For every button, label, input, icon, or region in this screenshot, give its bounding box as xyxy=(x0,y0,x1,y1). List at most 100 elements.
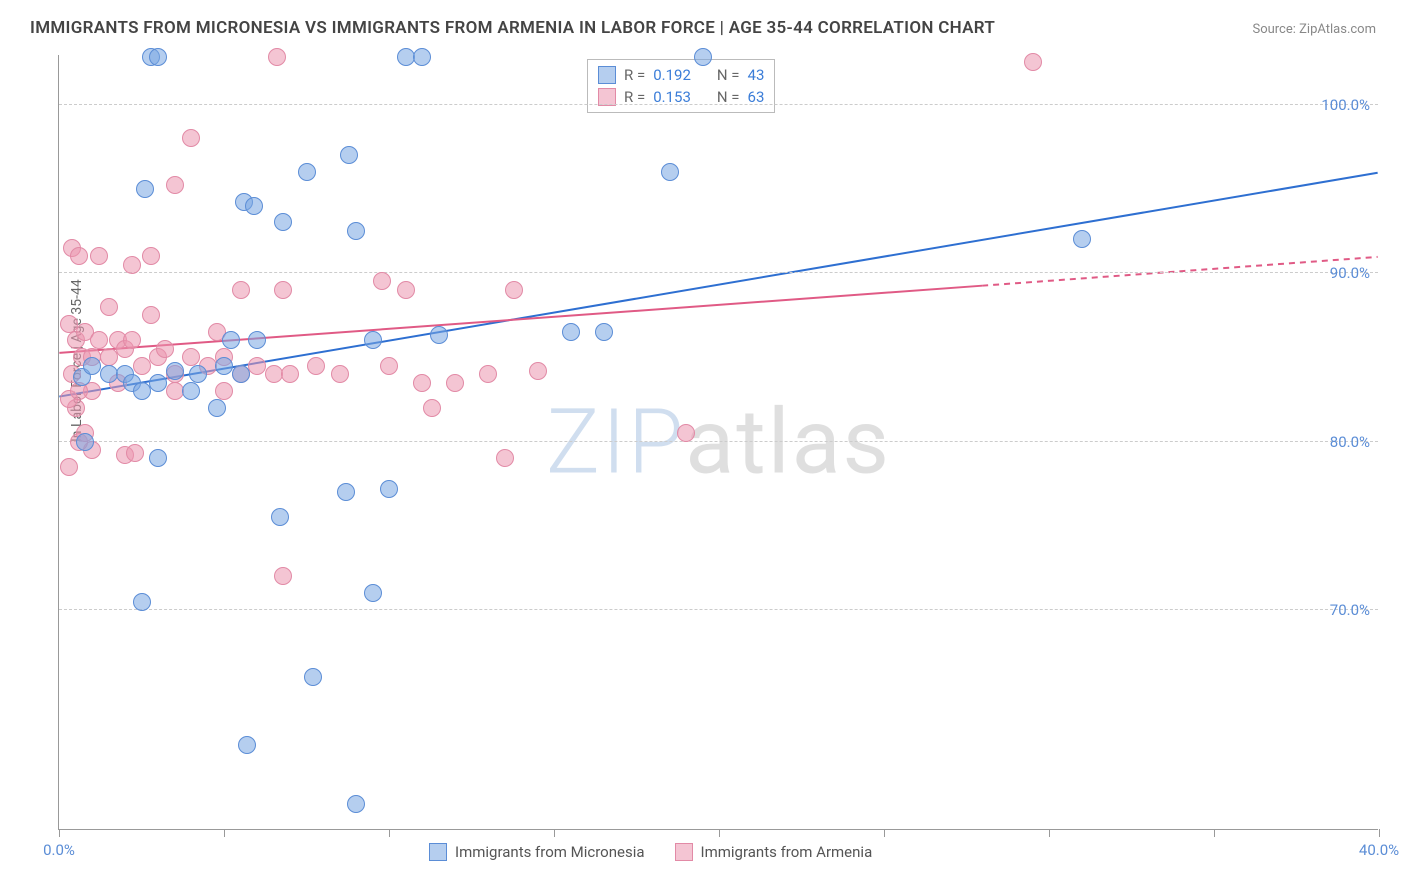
data-point-armenia xyxy=(100,298,118,316)
gridline-h xyxy=(59,104,1378,105)
xtick xyxy=(224,829,225,837)
watermark-atlas: atlas xyxy=(685,390,891,495)
data-point-armenia xyxy=(70,247,88,265)
data-point-micronesia xyxy=(248,331,266,349)
data-point-armenia xyxy=(274,567,292,585)
data-point-armenia xyxy=(423,399,441,417)
legend-row-armenia: R = 0.153 N = 63 xyxy=(598,86,764,108)
data-point-armenia xyxy=(156,340,174,358)
xtick xyxy=(884,829,885,837)
data-point-armenia xyxy=(60,315,78,333)
xtick-label: 0.0% xyxy=(43,841,75,859)
ytick-label: 70.0% xyxy=(1330,601,1370,619)
data-point-micronesia xyxy=(694,48,712,66)
trend-lines xyxy=(59,55,1378,829)
data-point-micronesia xyxy=(1073,230,1091,248)
data-point-micronesia xyxy=(413,48,431,66)
data-point-armenia xyxy=(90,331,108,349)
r-value-micronesia: 0.192 xyxy=(653,66,691,84)
data-point-armenia xyxy=(529,362,547,380)
data-point-armenia xyxy=(166,176,184,194)
data-point-micronesia xyxy=(133,593,151,611)
source-label: Source: ZipAtlas.com xyxy=(1252,22,1376,37)
data-point-armenia xyxy=(331,365,349,383)
swatch-micronesia xyxy=(429,843,447,861)
data-point-micronesia xyxy=(149,449,167,467)
xtick xyxy=(1214,829,1215,837)
data-point-armenia xyxy=(281,365,299,383)
data-point-micronesia xyxy=(340,146,358,164)
n-label: N = xyxy=(717,66,740,84)
data-point-armenia xyxy=(505,281,523,299)
data-point-micronesia xyxy=(83,357,101,375)
ytick-label: 90.0% xyxy=(1330,264,1370,282)
data-point-armenia xyxy=(166,382,184,400)
data-point-micronesia xyxy=(189,365,207,383)
legend-row-micronesia: R = 0.192 N = 43 xyxy=(598,64,764,86)
xtick xyxy=(59,829,60,837)
data-point-micronesia xyxy=(149,48,167,66)
n-value-micronesia: 43 xyxy=(748,66,765,84)
legend-item-armenia: Immigrants from Armenia xyxy=(675,843,873,861)
data-point-micronesia xyxy=(562,323,580,341)
data-point-micronesia xyxy=(215,357,233,375)
data-point-micronesia xyxy=(149,374,167,392)
data-point-armenia xyxy=(90,247,108,265)
data-point-armenia xyxy=(677,424,695,442)
series-name-micronesia: Immigrants from Micronesia xyxy=(455,843,645,861)
xtick-label: 40.0% xyxy=(1359,841,1399,859)
data-point-armenia xyxy=(380,357,398,375)
gridline-h xyxy=(59,441,1378,442)
data-point-micronesia xyxy=(182,382,200,400)
data-point-armenia xyxy=(274,281,292,299)
data-point-micronesia xyxy=(100,365,118,383)
series-name-armenia: Immigrants from Armenia xyxy=(701,843,873,861)
data-point-armenia xyxy=(182,129,200,147)
data-point-micronesia xyxy=(337,483,355,501)
chart-title: IMMIGRANTS FROM MICRONESIA VS IMMIGRANTS… xyxy=(30,18,995,38)
xtick xyxy=(1049,829,1050,837)
data-point-micronesia xyxy=(271,508,289,526)
data-point-micronesia xyxy=(595,323,613,341)
ytick-label: 100.0% xyxy=(1321,96,1370,114)
data-point-micronesia xyxy=(364,584,382,602)
data-point-armenia xyxy=(123,331,141,349)
data-point-armenia xyxy=(268,48,286,66)
correlation-legend: R = 0.192 N = 43 R = 0.153 N = 63 xyxy=(587,59,775,113)
legend-item-micronesia: Immigrants from Micronesia xyxy=(429,843,645,861)
data-point-armenia xyxy=(446,374,464,392)
data-point-armenia xyxy=(373,272,391,290)
data-point-micronesia xyxy=(347,795,365,813)
watermark: ZIPatlas xyxy=(546,390,891,495)
data-point-micronesia xyxy=(232,365,250,383)
data-point-armenia xyxy=(397,281,415,299)
data-point-micronesia xyxy=(430,326,448,344)
gridline-h xyxy=(59,609,1378,610)
data-point-micronesia xyxy=(208,399,226,417)
data-point-micronesia xyxy=(397,48,415,66)
data-point-armenia xyxy=(265,365,283,383)
data-point-micronesia xyxy=(274,213,292,231)
data-point-armenia xyxy=(248,357,266,375)
gridline-h xyxy=(59,272,1378,273)
watermark-zip: ZIP xyxy=(546,390,685,495)
data-point-micronesia xyxy=(304,668,322,686)
xtick xyxy=(554,829,555,837)
data-point-micronesia xyxy=(364,331,382,349)
data-point-micronesia xyxy=(298,163,316,181)
data-point-armenia xyxy=(182,348,200,366)
data-point-micronesia xyxy=(380,480,398,498)
data-point-micronesia xyxy=(347,222,365,240)
xtick xyxy=(389,829,390,837)
data-point-armenia xyxy=(232,281,250,299)
data-point-micronesia xyxy=(166,362,184,380)
data-point-micronesia xyxy=(245,197,263,215)
data-point-armenia xyxy=(479,365,497,383)
data-point-micronesia xyxy=(222,331,240,349)
scatter-plot: In Labor Force | Age 35-44 ZIPatlas R = … xyxy=(58,55,1378,830)
swatch-armenia xyxy=(675,843,693,861)
data-point-armenia xyxy=(142,247,160,265)
data-point-armenia xyxy=(142,306,160,324)
xtick xyxy=(719,829,720,837)
data-point-micronesia xyxy=(238,736,256,754)
